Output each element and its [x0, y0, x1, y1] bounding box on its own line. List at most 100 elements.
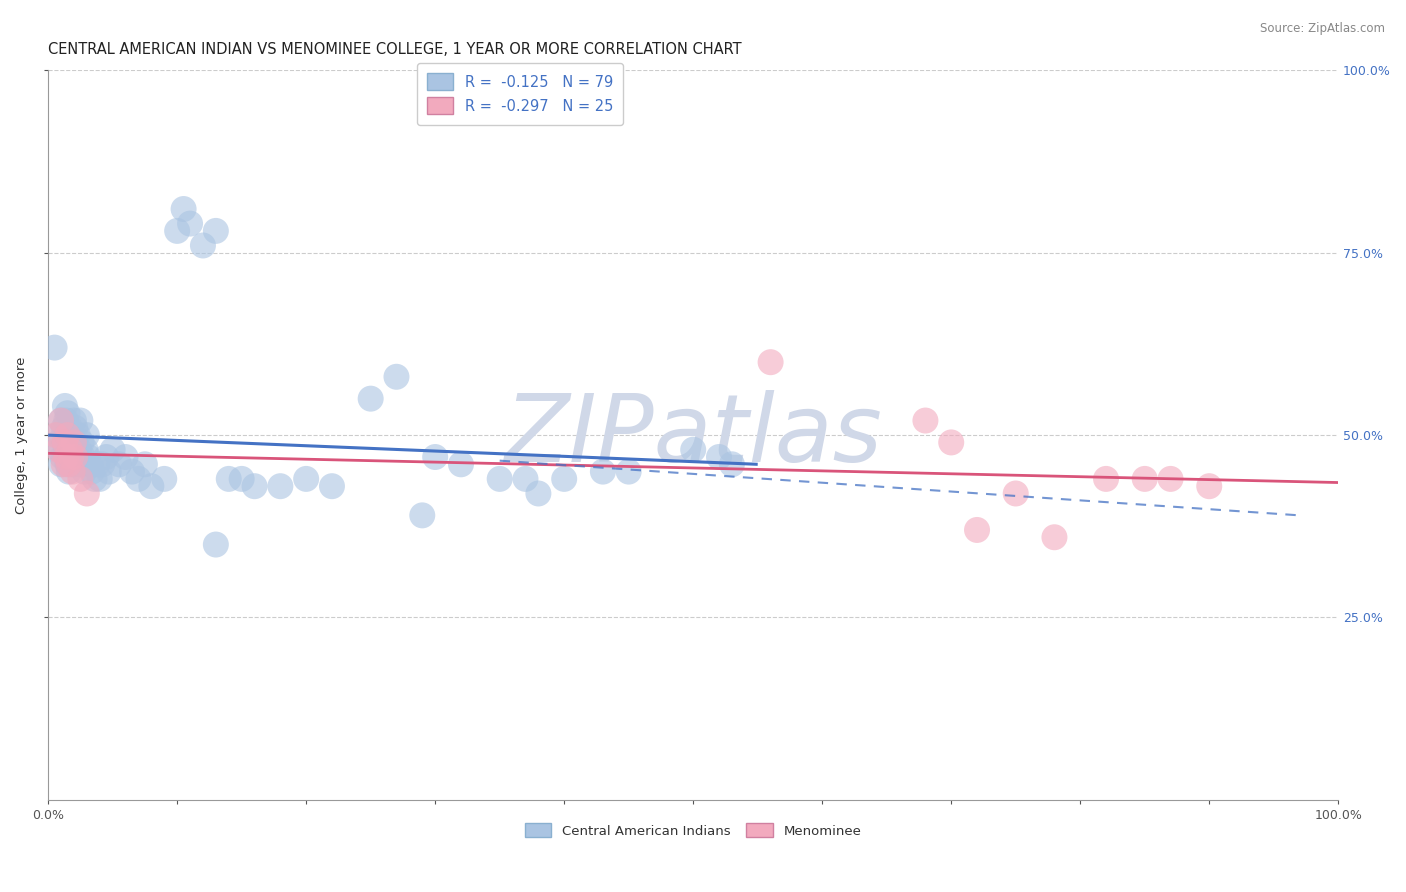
Point — [141, 479, 163, 493]
Point — [53, 435, 76, 450]
Point — [44, 341, 66, 355]
Point — [269, 479, 291, 493]
Point — [1004, 486, 1026, 500]
Point — [66, 428, 89, 442]
Point — [60, 458, 83, 472]
Point — [321, 479, 343, 493]
Point — [48, 442, 70, 457]
Text: Source: ZipAtlas.com: Source: ZipAtlas.com — [1260, 22, 1385, 36]
Point — [58, 458, 80, 472]
Point — [83, 472, 105, 486]
Point — [55, 413, 77, 427]
Point — [55, 450, 77, 464]
Point — [1160, 472, 1182, 486]
Point — [49, 413, 72, 427]
Point — [65, 450, 87, 464]
Point — [75, 442, 97, 457]
Point — [114, 450, 136, 464]
Y-axis label: College, 1 year or more: College, 1 year or more — [15, 357, 28, 514]
Point — [51, 450, 73, 464]
Point — [295, 472, 318, 486]
Point — [941, 435, 963, 450]
Point — [127, 472, 149, 486]
Point — [617, 465, 640, 479]
Point — [425, 450, 447, 464]
Point — [76, 486, 98, 500]
Point — [1198, 479, 1220, 493]
Point — [52, 421, 75, 435]
Point — [49, 413, 72, 427]
Point — [218, 472, 240, 486]
Point — [65, 421, 87, 435]
Point — [80, 458, 103, 472]
Text: CENTRAL AMERICAN INDIAN VS MENOMINEE COLLEGE, 1 YEAR OR MORE CORRELATION CHART: CENTRAL AMERICAN INDIAN VS MENOMINEE COL… — [48, 42, 742, 57]
Point — [62, 450, 84, 464]
Point — [707, 450, 730, 464]
Point — [89, 472, 111, 486]
Point — [58, 428, 80, 442]
Point — [55, 442, 77, 457]
Point — [96, 450, 118, 464]
Point — [243, 479, 266, 493]
Point — [77, 450, 100, 464]
Point — [53, 399, 76, 413]
Point — [515, 472, 537, 486]
Point — [553, 472, 575, 486]
Point — [65, 450, 87, 464]
Point — [49, 458, 72, 472]
Point — [70, 435, 93, 450]
Point — [134, 458, 156, 472]
Legend: Central American Indians, Menominee: Central American Indians, Menominee — [519, 816, 868, 845]
Point — [63, 435, 86, 450]
Point — [69, 458, 91, 472]
Point — [60, 428, 83, 442]
Point — [91, 458, 114, 472]
Point — [488, 472, 510, 486]
Point — [966, 523, 988, 537]
Point — [69, 413, 91, 427]
Point — [80, 465, 103, 479]
Point — [121, 465, 143, 479]
Point — [191, 238, 214, 252]
Point — [101, 442, 124, 457]
Point — [62, 435, 84, 450]
Point — [205, 224, 228, 238]
Point — [69, 472, 91, 486]
Point — [682, 442, 704, 457]
Point — [360, 392, 382, 406]
Point — [46, 428, 69, 442]
Point — [59, 442, 82, 457]
Point — [1043, 530, 1066, 544]
Point — [59, 442, 82, 457]
Point — [527, 486, 550, 500]
Point — [721, 458, 744, 472]
Point — [52, 458, 75, 472]
Point — [59, 421, 82, 435]
Point — [86, 458, 108, 472]
Point — [173, 202, 195, 216]
Point — [166, 224, 188, 238]
Point — [56, 406, 79, 420]
Point — [48, 442, 70, 457]
Point — [48, 435, 70, 450]
Point — [914, 413, 936, 427]
Point — [56, 428, 79, 442]
Point — [62, 465, 84, 479]
Point — [63, 458, 86, 472]
Point — [385, 369, 408, 384]
Point — [759, 355, 782, 369]
Point — [53, 435, 76, 450]
Point — [76, 428, 98, 442]
Point — [58, 465, 80, 479]
Point — [97, 465, 120, 479]
Point — [67, 442, 90, 457]
Point — [45, 428, 67, 442]
Point — [179, 217, 201, 231]
Text: ZIPatlas: ZIPatlas — [505, 390, 882, 481]
Point — [108, 458, 131, 472]
Point — [56, 458, 79, 472]
Point — [231, 472, 253, 486]
Point — [73, 465, 96, 479]
Point — [72, 450, 94, 464]
Point — [205, 537, 228, 551]
